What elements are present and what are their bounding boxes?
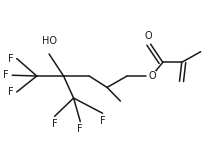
Text: F: F	[8, 54, 13, 64]
Text: F: F	[52, 119, 58, 129]
Text: O: O	[149, 71, 156, 81]
Text: O: O	[145, 31, 153, 41]
Text: F: F	[3, 70, 9, 80]
Text: F: F	[100, 116, 105, 126]
Text: F: F	[77, 124, 83, 134]
Text: F: F	[8, 87, 13, 97]
Text: HO: HO	[41, 36, 57, 46]
